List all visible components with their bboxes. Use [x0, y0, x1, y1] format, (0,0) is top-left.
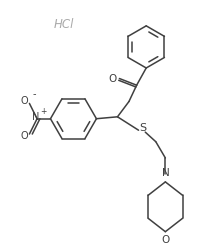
- Text: O: O: [161, 235, 169, 244]
- Text: HCl: HCl: [54, 18, 74, 31]
- Text: -: -: [32, 89, 36, 99]
- Text: +: +: [40, 107, 47, 116]
- Text: O: O: [21, 96, 28, 106]
- Text: N: N: [162, 168, 170, 178]
- Text: N: N: [32, 112, 40, 122]
- Text: S: S: [139, 123, 146, 133]
- Text: O: O: [109, 73, 117, 83]
- Text: O: O: [21, 131, 28, 141]
